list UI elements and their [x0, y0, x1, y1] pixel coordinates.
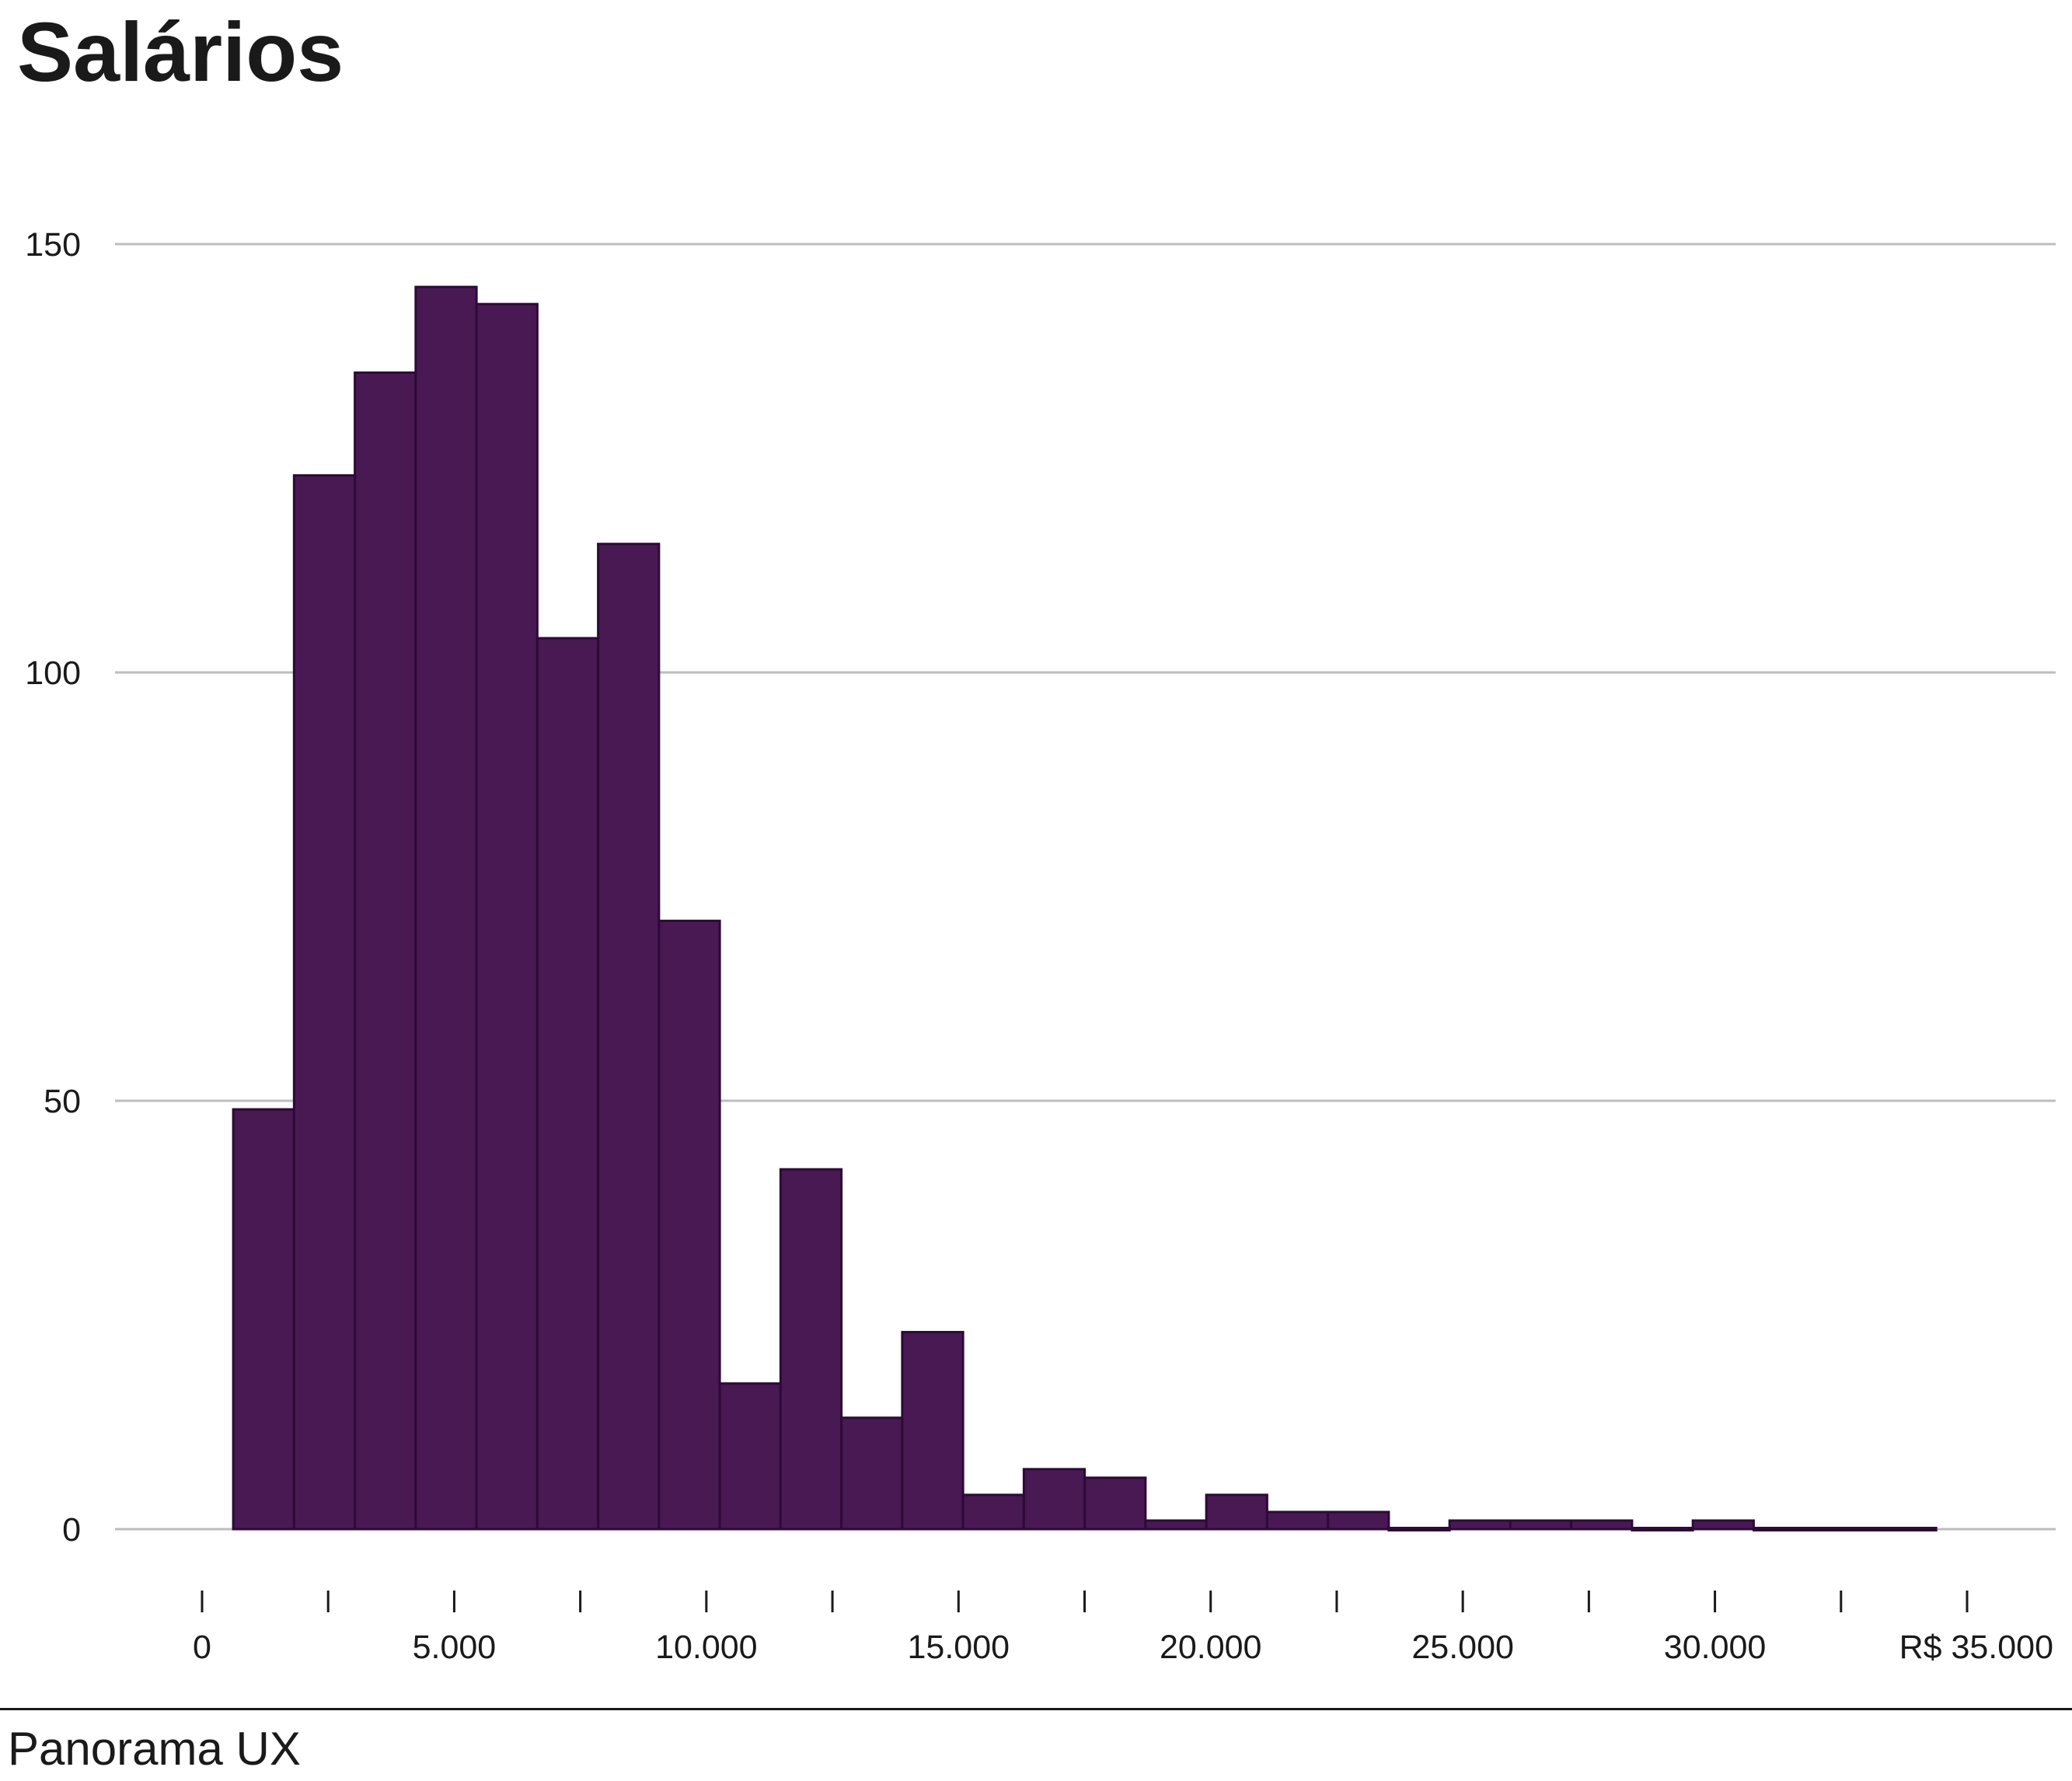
- histogram-bar: [475, 302, 539, 1531]
- x-tick-label: 30.000: [1664, 1629, 1767, 1666]
- x-tick-label: 20.000: [1160, 1629, 1262, 1666]
- y-axis: 0 50 100 150: [25, 226, 81, 1549]
- y-tick-label: 100: [25, 655, 81, 692]
- x-tick-label: 0: [193, 1629, 211, 1666]
- x-tick-label: 15.000: [908, 1629, 1010, 1666]
- histogram-bar: [1265, 1510, 1330, 1531]
- y-tick-label: 0: [62, 1511, 81, 1549]
- x-tick-label: 10.000: [655, 1629, 758, 1666]
- histogram-bar: [961, 1493, 1025, 1531]
- histogram-bar: [1691, 1519, 1755, 1531]
- histogram-bar: [354, 371, 417, 1531]
- x-tick-label: 25.000: [1411, 1629, 1514, 1666]
- histogram-bar: [1144, 1519, 1208, 1531]
- histogram-bar: [1874, 1527, 1938, 1531]
- histogram-bar: [840, 1416, 904, 1531]
- source-label: Panorama UX: [8, 1723, 301, 1775]
- histogram-bar: [292, 474, 357, 1531]
- chart-title: Salários: [17, 5, 344, 99]
- histogram-bar: [1083, 1476, 1147, 1531]
- histogram-bar: [1022, 1468, 1087, 1531]
- histogram-bar: [1509, 1519, 1573, 1531]
- x-tick-label: R$ 35.000: [1899, 1629, 2053, 1666]
- histogram-bar: [718, 1382, 782, 1531]
- x-tick-label: 5.000: [413, 1629, 497, 1666]
- histogram-bar: [779, 1168, 843, 1531]
- histogram-bar: [535, 637, 600, 1531]
- histogram-bar: [1327, 1510, 1390, 1531]
- y-tick-label: 150: [25, 226, 81, 264]
- histogram-bar: [597, 543, 661, 1531]
- histogram-bar: [1631, 1527, 1694, 1531]
- y-tick-label: 50: [44, 1083, 81, 1120]
- histogram-bar: [1448, 1519, 1512, 1531]
- histogram-bar: [414, 285, 478, 1531]
- histogram-bar: [658, 920, 721, 1531]
- histogram-bar: [1752, 1527, 1816, 1531]
- histogram-bar: [1205, 1493, 1268, 1531]
- histogram-bars: [232, 285, 1938, 1531]
- x-axis: 0 5.000 10.000 15.000 20.000 25.000 30.000 R$ 3…: [193, 1591, 2053, 1666]
- histogram-bar: [232, 1108, 295, 1531]
- histogram-bar: [901, 1331, 964, 1531]
- histogram-bar: [1813, 1527, 1877, 1531]
- footer-divider: [0, 1708, 2072, 1710]
- histogram-bar: [1570, 1519, 1634, 1531]
- histogram-bar: [1387, 1527, 1451, 1531]
